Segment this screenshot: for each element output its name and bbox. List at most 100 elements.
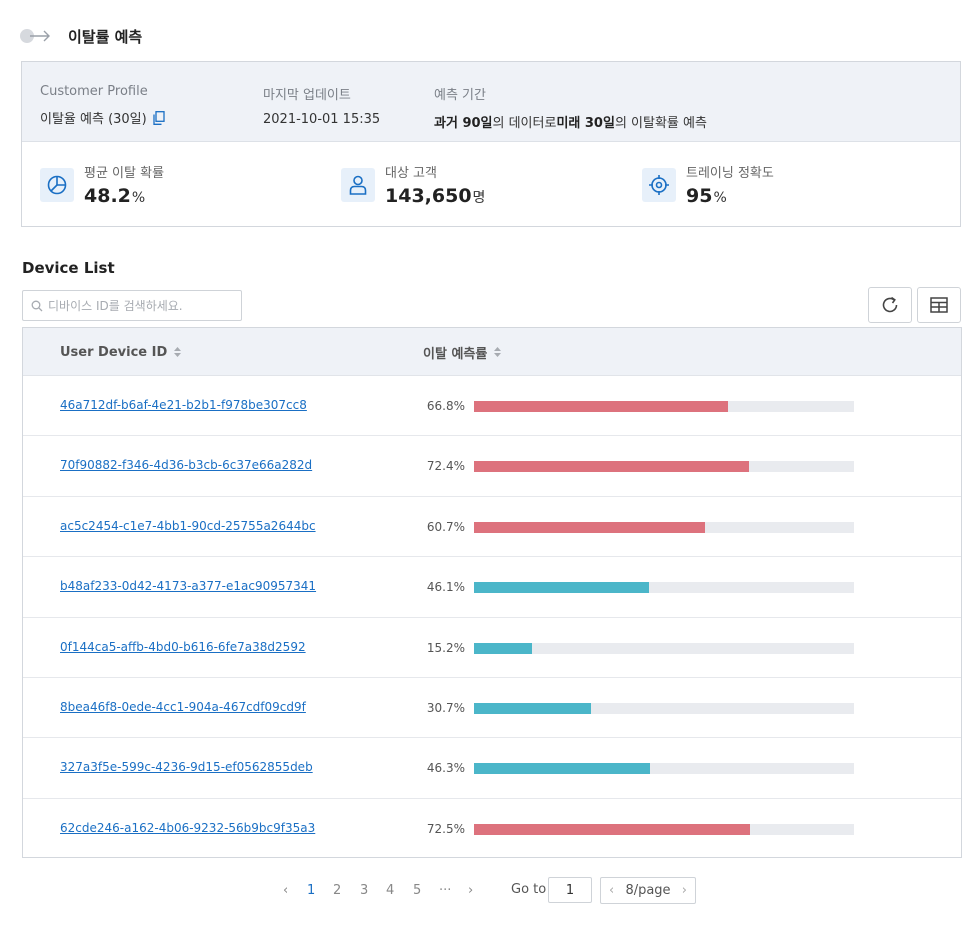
table-row: 327a3f5e-599c-4236-9d15-ef0562855deb 46.… [23,738,961,799]
churn-rate-label: 72.5% [426,821,465,836]
refresh-icon [882,296,898,313]
stat-avg-churn: 평균 이탈 확률 48.2% [40,162,164,207]
column-header-label: 이탈 예측률 [423,346,488,362]
column-header-churn-rate[interactable]: 이탈 예측률 [423,328,502,376]
search-input[interactable] [48,298,228,313]
period-value: 과거 90일 의 데이터로 미래 30일 의 이탈확률 예측 [434,112,707,131]
updated-value: 2021-10-01 15:35 [263,112,381,127]
churn-rate-bar [474,763,854,775]
device-id-link[interactable]: b48af233-0d42-4173-a377-e1ac90957341 [60,579,317,594]
device-id-link[interactable]: 46a712df-b6af-4e21-b2b1-f978be307cc8 [60,398,307,412]
prev-page-button[interactable]: ‹ [283,883,289,898]
page-header: 이탈률 예측 [20,22,142,50]
churn-rate-bar [474,521,854,533]
stat-value: 95 [686,185,713,207]
churn-rate-bar [474,582,854,594]
updated-label: 마지막 업데이트 [263,88,351,103]
device-id-link[interactable]: 70f90882-f346-4d36-b3cb-6c37e66a282d [60,458,313,473]
stat-label: 트레이닝 정확도 [686,166,774,181]
table-row: 46a712df-b6af-4e21-b2b1-f978be307cc8 66.… [23,376,961,437]
device-id-link[interactable]: ac5c2454-c1e7-4bb1-90cd-25755a2644bc [60,518,316,533]
back-arrow-icon[interactable] [20,26,54,46]
stat-unit: 명 [472,190,486,206]
churn-rate-bar [474,702,854,714]
period-info: 예측 기간 과거 90일 의 데이터로 미래 30일 의 이탈확률 예측 [434,84,707,131]
column-header-device-id[interactable]: User Device ID [60,328,182,376]
search-icon [31,300,43,311]
churn-rate-fill [474,582,650,594]
page-5-button[interactable]: 5 [413,883,422,898]
table-body: 46a712df-b6af-4e21-b2b1-f978be307cc8 66.… [23,376,961,859]
period-text-2: 의 이탈확률 예측 [614,116,707,131]
table-row: 70f90882-f346-4d36-b3cb-6c37e66a282d 72.… [23,436,961,497]
column-header-label: User Device ID [60,344,168,360]
goto-label: Go to [511,882,547,897]
pie-chart-icon [40,168,74,202]
churn-rate-label: 46.3% [426,761,465,776]
page-title: 이탈률 예측 [68,27,143,46]
target-icon [642,168,676,202]
page-2-button[interactable]: 2 [333,883,342,898]
sort-icon [494,347,502,357]
churn-rate-fill [474,763,650,775]
refresh-button[interactable] [868,287,912,323]
churn-rate-label: 66.8% [426,399,465,413]
churn-rate-label: 60.7% [426,519,465,534]
stat-value: 143,650 [385,185,472,207]
search-box [22,290,242,321]
table-row: 8bea46f8-0ede-4cc1-904a-467cdf09cd9f 30.… [23,678,961,739]
device-id-link[interactable]: 327a3f5e-599c-4236-9d15-ef0562855deb [60,760,313,775]
device-table: User Device ID 이탈 예측률 46a712df-b6af-4e21… [22,327,962,858]
copy-icon[interactable] [153,110,165,125]
goto-page-input[interactable] [548,877,592,903]
churn-rate-fill [474,823,750,835]
churn-rate-label: 15.2% [426,640,465,655]
info-summary: Customer Profile 이탈율 예측 (30일) 마지막 업데이트 2… [22,62,960,142]
page-3-button[interactable]: 3 [360,883,369,898]
more-pages-button[interactable]: ··· [439,883,452,898]
profile-value: 이탈율 예측 (30일) [40,112,147,127]
sort-icon [174,347,182,357]
updated-info: 마지막 업데이트 2021-10-01 15:35 [263,84,380,127]
stat-unit: % [131,190,146,206]
table-row: 62cde246-a162-4b06-9232-56b9bc9f35a3 72.… [23,799,961,859]
table-header: User Device ID 이탈 예측률 [23,328,961,376]
column-settings-button[interactable] [917,287,961,323]
stat-value: 48.2 [84,185,131,207]
churn-rate-fill [474,642,532,654]
churn-rate-label: 30.7% [426,700,465,715]
churn-rate-bar [474,823,854,835]
device-id-link[interactable]: 0f144ca5-affb-4bd0-b616-6fe7a38d2592 [60,639,306,654]
churn-rate-fill [474,702,591,714]
churn-rate-bar [474,461,854,473]
churn-rate-fill [474,461,750,473]
period-past: 과거 90일 [434,116,493,131]
chevron-right-icon: › [681,883,687,898]
stat-training-accuracy: 트레이닝 정확도 95% [642,162,774,207]
profile-info: Customer Profile 이탈율 예측 (30일) [40,84,165,127]
table-row: b48af233-0d42-4173-a377-e1ac90957341 46.… [23,557,961,618]
stat-label: 평균 이탈 확률 [84,166,165,181]
user-icon [341,168,375,202]
page-1-button[interactable]: 1 [307,883,316,898]
pagination: ‹ 1 2 3 4 5 ··· › Go to ‹ 8/page › [0,877,980,905]
churn-rate-label: 72.4% [426,459,465,474]
next-page-button[interactable]: › [468,883,474,898]
device-list-title: Device List [22,259,115,277]
info-panel: Customer Profile 이탈율 예측 (30일) 마지막 업데이트 2… [21,61,961,227]
churn-rate-bar [474,401,854,412]
period-future: 미래 30일 [556,116,615,131]
table-row: 0f144ca5-affb-4bd0-b616-6fe7a38d2592 15.… [23,618,961,678]
device-id-link[interactable]: 8bea46f8-0ede-4cc1-904a-467cdf09cd9f [60,699,306,714]
churn-rate-bar [474,642,854,654]
page-size-value: 8/page [625,883,671,898]
table-columns-icon [930,297,948,313]
page-4-button[interactable]: 4 [386,883,395,898]
stats-row: 평균 이탈 확률 48.2% 대상 고객 143,650명 트레이닝 정확도 9… [22,142,960,226]
period-text-1: 의 데이터로 [492,116,557,131]
device-id-link[interactable]: 62cde246-a162-4b06-9232-56b9bc9f35a3 [60,820,316,835]
churn-rate-fill [474,401,728,412]
stat-label: 대상 고객 [385,166,437,181]
stat-target-customers: 대상 고객 143,650명 [341,162,485,207]
page-size-select[interactable]: ‹ 8/page › [600,877,696,904]
